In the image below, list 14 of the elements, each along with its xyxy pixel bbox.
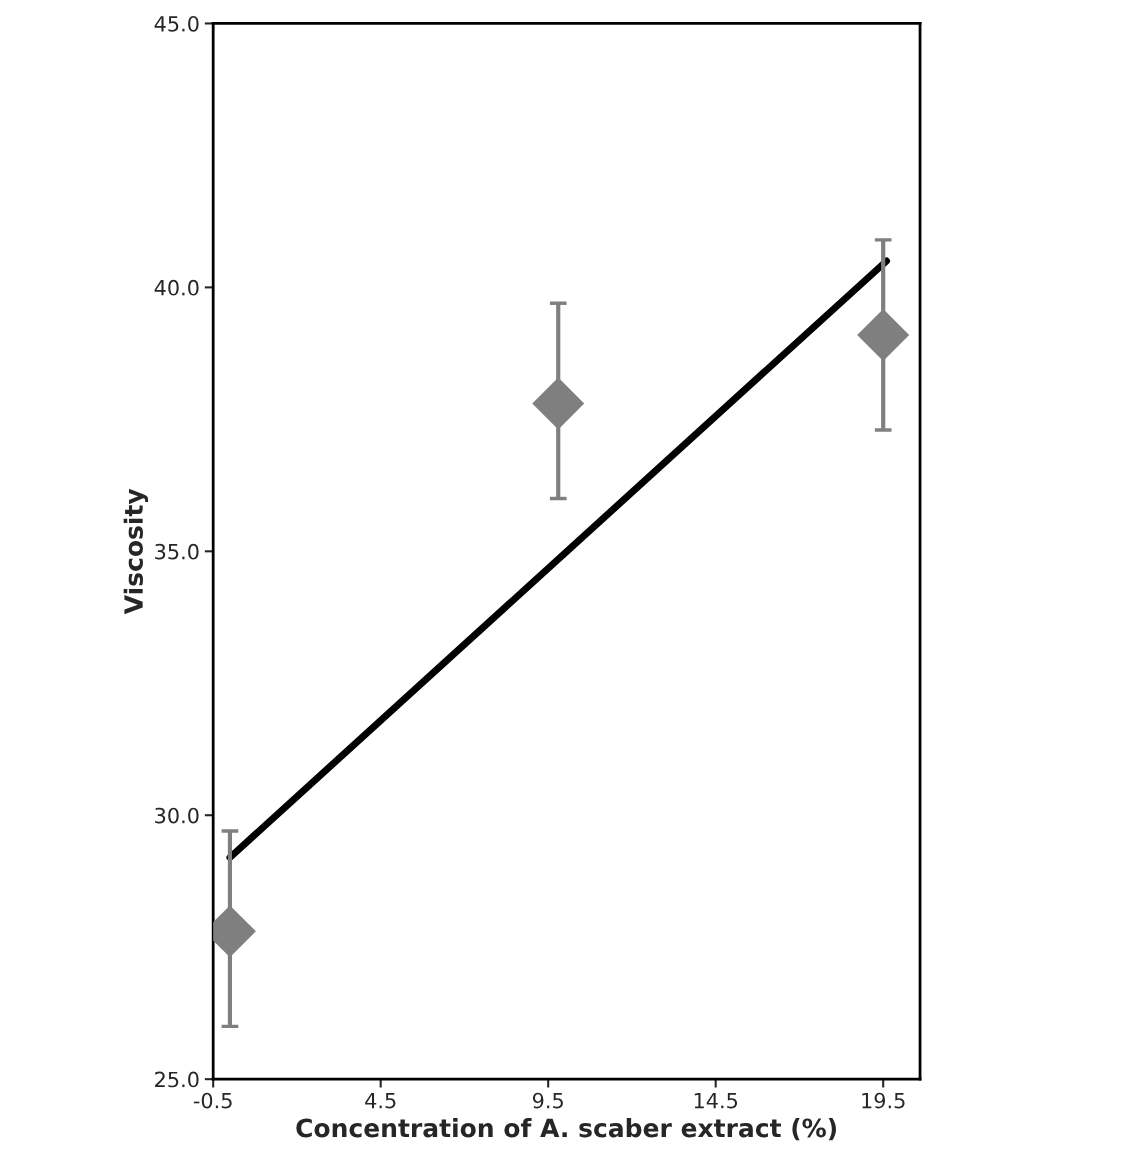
y-tick-label: 35.0 (155, 543, 199, 560)
x-tick-label: 9.5 (532, 1092, 563, 1109)
y-tick-label: 25.0 (155, 1071, 199, 1088)
x-axis-title: Concentration of A. scaber extract (%) (296, 1118, 836, 1141)
x-tick-label: 4.5 (365, 1093, 396, 1109)
y-axis-title: Viscosity (123, 488, 149, 615)
x-tick-label: 14.5 (694, 1093, 738, 1109)
y-tick-label: 45.0 (154, 15, 199, 32)
y-tick-label: 30.0 (155, 807, 199, 824)
x-tick-label: -0.5 (193, 1092, 232, 1109)
y-tick-label: 40.0 (154, 279, 199, 296)
point (532, 377, 585, 430)
point (857, 308, 910, 361)
x-tick-label: 19.5 (862, 1092, 905, 1109)
